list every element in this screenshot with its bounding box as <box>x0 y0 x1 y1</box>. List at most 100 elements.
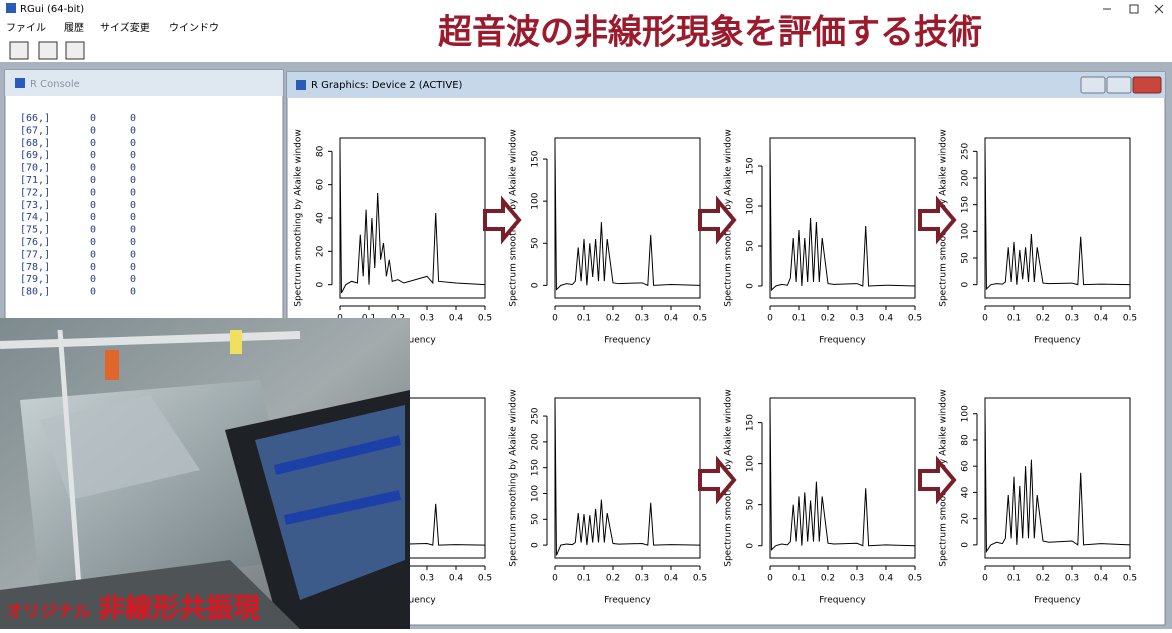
y-tick-label: 40 <box>961 486 971 498</box>
y-tick-label: 250 <box>531 407 541 424</box>
console-cell: 0 <box>130 163 136 174</box>
x-tick-label: 0.3 <box>850 314 864 324</box>
x-tick-label: 0.4 <box>1094 314 1109 324</box>
x-tick-label: 0 <box>767 314 773 324</box>
y-tick-label: 60 <box>961 460 971 472</box>
console-cell: [75,] <box>20 225 50 236</box>
x-tick-label: 0.4 <box>1094 574 1109 584</box>
console-cell: [80,] <box>20 287 50 298</box>
y-tick-label: 150 <box>961 196 971 213</box>
y-tick-label: 100 <box>746 455 756 472</box>
y-tick-label: 50 <box>961 252 971 264</box>
x-axis-label: Frequency <box>1034 336 1081 346</box>
console-cell: [67,] <box>20 125 50 136</box>
console-cell: [69,] <box>20 150 50 161</box>
console-cell: 0 <box>90 125 96 136</box>
y-tick-label: 50 <box>531 237 541 249</box>
y-tick-label: 0 <box>746 543 756 549</box>
y-axis-label: Spectrum smoothing by Akaike window <box>509 389 519 567</box>
console-cell: 0 <box>90 237 96 248</box>
y-tick-label: 200 <box>961 169 971 186</box>
menu-item[interactable]: ファイル <box>6 23 46 34</box>
console-cell: 0 <box>130 150 136 161</box>
y-tick-label: 20 <box>961 513 971 525</box>
graphics-maximize[interactable] <box>1107 77 1131 93</box>
console-cell: 0 <box>130 287 136 298</box>
x-tick-label: 0.1 <box>577 574 591 584</box>
console-cell: 0 <box>90 150 96 161</box>
y-tick-label: 0 <box>531 282 541 288</box>
console-cell: [77,] <box>20 249 50 260</box>
x-axis-label: Frequency <box>819 596 866 606</box>
toolbar-button[interactable] <box>10 42 28 59</box>
y-tick-label: 80 <box>961 434 971 446</box>
console-cell: 0 <box>130 237 136 248</box>
x-tick-label: 0.3 <box>420 574 434 584</box>
y-tick-label: 80 <box>316 145 326 157</box>
graphics-title: R Graphics: Device 2 (ACTIVE) <box>311 80 463 91</box>
console-cell: 0 <box>90 262 96 273</box>
graphics-minimize[interactable] <box>1081 77 1105 93</box>
console-cell: [66,] <box>20 113 50 124</box>
caption-large: 非線形共振現 <box>98 594 260 625</box>
headline: 超音波の非線形現象を評価する技術 <box>438 13 982 53</box>
x-tick-label: 0.1 <box>1007 314 1021 324</box>
x-tick-label: 0.3 <box>635 314 649 324</box>
y-tick-label: 100 <box>961 405 971 422</box>
toolbar-button[interactable] <box>66 42 84 59</box>
y-tick-label: 0 <box>531 542 541 548</box>
menu-item[interactable]: ウインドウ <box>169 22 219 34</box>
y-tick-label: 100 <box>961 222 971 239</box>
x-tick-label: 0.2 <box>821 314 835 324</box>
x-tick-label: 0.1 <box>792 574 806 584</box>
x-tick-label: 0.5 <box>478 314 492 324</box>
y-tick-label: 50 <box>746 499 756 511</box>
app-title: RGui (64-bit) <box>20 4 84 15</box>
toolbar-button[interactable] <box>39 42 57 59</box>
x-tick-label: 0 <box>767 574 773 584</box>
x-tick-label: 0.3 <box>635 574 649 584</box>
y-tick-label: 250 <box>961 142 971 159</box>
x-axis-label: Frequency <box>604 596 651 606</box>
x-tick-label: 0.3 <box>420 314 434 324</box>
menu-item[interactable]: 履歴 <box>64 22 84 34</box>
x-tick-label: 0.2 <box>1036 574 1050 584</box>
x-tick-label: 0 <box>982 314 988 324</box>
y-tick-label: 0 <box>316 282 326 288</box>
x-tick-label: 0.5 <box>478 574 492 584</box>
x-axis-label: Frequency <box>1034 596 1081 606</box>
console-cell: 0 <box>90 187 96 198</box>
page: RGui (64-bit) ファイル 履歴 サイズ変更 ウインドウ 超音波の非線形現象… <box>0 0 1172 629</box>
console-cell: 0 <box>90 225 96 236</box>
x-tick-label: 0.4 <box>449 574 464 584</box>
x-tick-label: 0.4 <box>664 314 679 324</box>
x-tick-label: 0.5 <box>1123 574 1137 584</box>
y-tick-label: 0 <box>746 283 756 289</box>
console-cell: 0 <box>90 212 96 223</box>
console-cell: [74,] <box>20 212 50 223</box>
x-tick-label: 0.4 <box>664 574 679 584</box>
console-cell: [78,] <box>20 262 50 273</box>
console-cell: 0 <box>130 249 136 260</box>
x-tick-label: 0.5 <box>908 574 922 584</box>
y-tick-label: 0 <box>961 542 971 548</box>
y-tick-label: 0 <box>961 282 971 288</box>
photo <box>0 318 410 629</box>
x-tick-label: 0.5 <box>1123 314 1137 324</box>
menu-item[interactable]: サイズ変更 <box>100 21 150 34</box>
y-tick-label: 100 <box>531 485 541 502</box>
x-tick-label: 0.3 <box>850 574 864 584</box>
y-tick-label: 150 <box>531 459 541 476</box>
x-axis-label: Frequency <box>819 336 866 346</box>
graphics-close[interactable] <box>1133 77 1161 93</box>
console-cell: 0 <box>130 262 136 273</box>
menu-bar: ファイル 履歴 サイズ変更 ウインドウ <box>6 21 219 34</box>
console-cell: 0 <box>130 125 136 136</box>
x-tick-label: 0.4 <box>879 314 894 324</box>
console-cell: 0 <box>90 249 96 260</box>
console-cell: 0 <box>130 274 136 285</box>
y-tick-label: 40 <box>316 212 326 224</box>
y-tick-label: 150 <box>746 157 756 174</box>
console-cell: 0 <box>90 287 96 298</box>
console-title: R Console <box>30 79 80 90</box>
